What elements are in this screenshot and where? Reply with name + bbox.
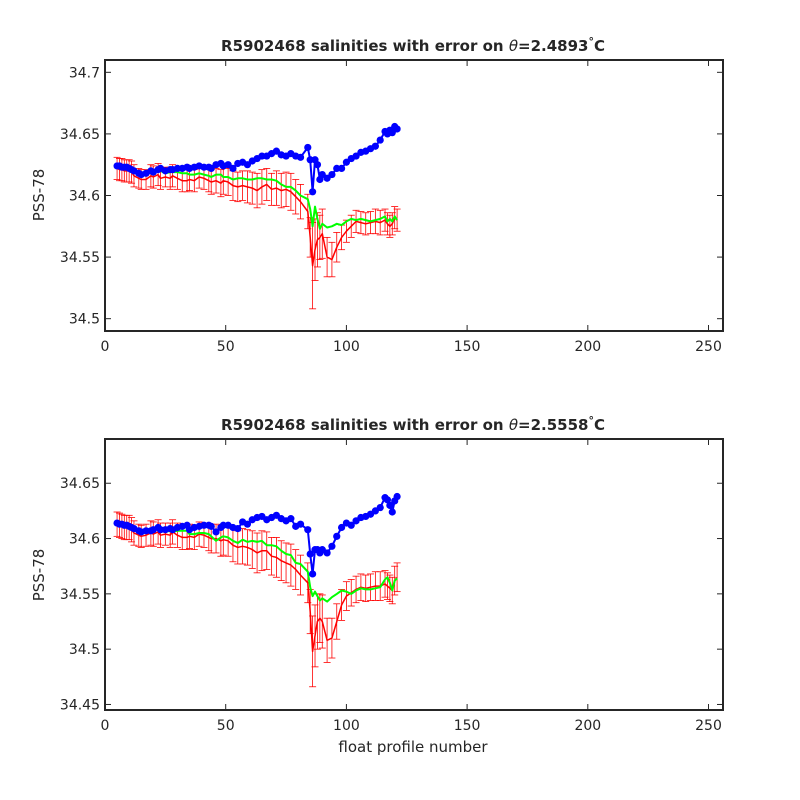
y-tick-label: 34.65 <box>60 476 100 492</box>
measured-salinity-point <box>328 542 336 550</box>
x-tick-label: 0 <box>101 339 110 355</box>
x-tick-label: 200 <box>574 339 601 355</box>
measured-salinity-point <box>333 532 341 540</box>
measured-salinity-point <box>376 136 384 144</box>
x-tick-label: 150 <box>454 718 481 734</box>
x-tick-label: 250 <box>695 718 722 734</box>
measured-salinity-point <box>296 153 305 161</box>
measured-salinity-point <box>347 521 355 529</box>
y-tick-label: 34.6 <box>69 532 100 548</box>
x-tick-label: 200 <box>574 718 601 734</box>
measured-salinity-point <box>243 520 252 528</box>
y-tick-label: 34.55 <box>60 587 100 603</box>
x-tick-label: 50 <box>217 718 235 734</box>
x-tick-label: 100 <box>333 718 360 734</box>
chart-title: R5902468 salinities with error on θ=2.55… <box>221 414 605 434</box>
x-tick-label: 150 <box>454 339 481 355</box>
measured-salinity-point <box>337 523 346 532</box>
measured-salinity-point <box>287 515 295 523</box>
mapped-salinity-line <box>116 167 398 267</box>
measured-salinity-point <box>234 524 242 533</box>
measured-salinity-point <box>296 520 305 528</box>
plot-area: 0 50 100 150 200 250 34.45 34.5 34.55 34.6 34.65 <box>60 438 724 734</box>
axes-frame <box>104 438 724 711</box>
measured-salinity-point <box>328 170 336 179</box>
measured-salinity-point <box>371 142 379 150</box>
measured-salinity-point <box>304 526 312 534</box>
measured-salinity-point <box>306 550 314 558</box>
y-tick-label: 34.45 <box>60 697 100 713</box>
chart-panel-top: R5902468 salinities with error on θ=2.48… <box>30 35 724 355</box>
y-tick-label: 34.55 <box>60 250 100 266</box>
measured-salinity-point <box>309 188 317 196</box>
y-axis-label: PSS-78 <box>30 169 48 222</box>
measured-salinity-point <box>323 549 331 557</box>
plot-area: 0 50 100 150 200 250 34.5 34.55 34.6 34.65 34.7 <box>60 59 724 355</box>
y-tick-label: 34.6 <box>69 189 100 205</box>
measured-salinity-point <box>393 125 401 133</box>
measured-salinity-point <box>229 164 237 172</box>
measured-salinity-point <box>313 161 322 169</box>
x-axis-label: float profile number <box>338 738 488 756</box>
error-bar <box>393 562 401 593</box>
y-tick-label: 34.65 <box>60 127 100 143</box>
y-tick-label: 34.7 <box>69 65 100 81</box>
x-tick-label: 0 <box>101 718 110 734</box>
y-tick-label: 34.5 <box>69 312 100 328</box>
measured-salinity-point <box>309 570 317 578</box>
x-tick-label: 250 <box>695 339 722 355</box>
y-tick-label: 34.5 <box>69 642 100 658</box>
measured-salinity-point <box>386 501 394 509</box>
chart-title: R5902468 salinities with error on θ=2.48… <box>221 35 605 55</box>
x-tick-label: 100 <box>333 339 360 355</box>
y-axis-label: PSS-78 <box>30 549 48 602</box>
measured-salinity-point <box>212 528 220 536</box>
measured-salinity-point <box>304 143 312 152</box>
measured-salinity-point <box>388 508 396 516</box>
measured-salinity-point <box>393 492 401 501</box>
chart-panel-bottom: R5902468 salinities with error on θ=2.55… <box>30 414 724 756</box>
error-bar <box>393 208 401 232</box>
measured-salinity-point <box>207 522 215 530</box>
x-tick-label: 50 <box>217 339 235 355</box>
measured-salinity-point <box>337 164 346 172</box>
measured-salinity-point <box>383 496 392 504</box>
measured-salinity-point <box>376 503 384 512</box>
